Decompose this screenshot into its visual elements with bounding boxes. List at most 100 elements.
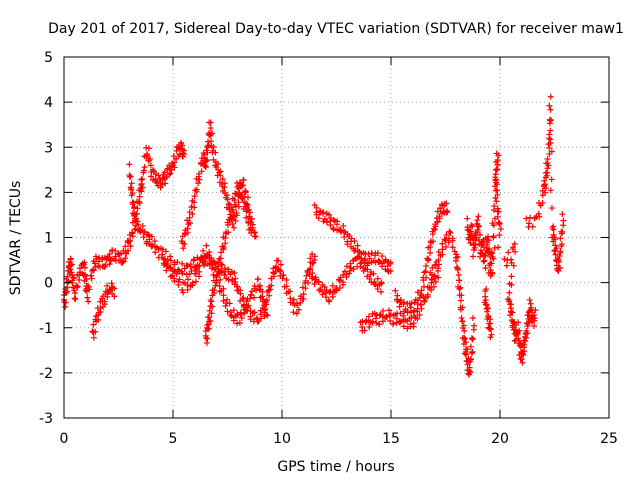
data-point	[544, 156, 551, 163]
data-point	[244, 303, 251, 310]
data-point	[217, 276, 224, 283]
data-point	[210, 143, 217, 150]
data-point	[407, 304, 414, 311]
data-point	[138, 180, 145, 187]
data-point	[400, 299, 407, 306]
data-point	[490, 207, 497, 214]
data-point	[469, 336, 476, 343]
data-point	[74, 284, 81, 291]
data-point	[303, 272, 310, 279]
data-point	[163, 267, 170, 274]
data-point	[494, 208, 501, 215]
data-point	[468, 355, 475, 362]
data-point	[183, 271, 190, 278]
data-point	[209, 130, 216, 137]
data-point	[167, 273, 174, 280]
data-point	[372, 315, 379, 322]
data-point	[230, 317, 237, 324]
data-point	[546, 144, 553, 151]
data-point	[180, 289, 187, 296]
data-point	[520, 352, 527, 359]
data-point	[144, 151, 151, 158]
data-point	[177, 139, 184, 146]
data-point	[243, 214, 250, 221]
data-point	[320, 208, 327, 215]
data-point	[179, 142, 186, 149]
data-point	[316, 287, 323, 294]
data-point	[487, 320, 494, 327]
data-point	[167, 257, 174, 264]
data-point	[180, 147, 187, 154]
data-point	[230, 307, 237, 314]
data-point	[379, 307, 386, 314]
data-point	[280, 272, 287, 279]
data-point	[543, 172, 550, 179]
data-point	[496, 232, 503, 239]
data-point	[365, 251, 372, 258]
data-point	[466, 364, 473, 371]
data-point	[200, 247, 207, 254]
data-point	[336, 277, 343, 284]
data-point	[548, 205, 555, 212]
y-tick-label: -1	[39, 321, 53, 337]
data-point	[464, 224, 471, 231]
data-point	[101, 298, 108, 305]
data-point	[123, 250, 130, 257]
data-point	[307, 255, 314, 262]
data-point	[221, 265, 228, 272]
data-point	[470, 326, 477, 333]
data-point	[211, 290, 218, 297]
data-point	[336, 285, 343, 292]
data-point	[299, 284, 306, 291]
series-d	[159, 242, 271, 327]
data-point	[251, 229, 258, 236]
data-point	[443, 231, 450, 238]
data-point	[447, 229, 454, 236]
data-point	[95, 258, 102, 265]
data-point	[208, 298, 215, 305]
axis-ticks: 0 5 10 15 20 25 -3 -2 -1 0 1 2 3 4 5	[39, 50, 618, 447]
data-point	[482, 288, 489, 295]
data-point	[546, 102, 553, 109]
data-point	[174, 259, 181, 266]
data-point	[231, 270, 238, 277]
data-point	[442, 243, 449, 250]
data-point	[268, 282, 275, 289]
data-point	[79, 270, 86, 277]
data-point	[206, 249, 213, 256]
data-point	[219, 181, 226, 188]
data-point	[159, 251, 166, 258]
data-point	[382, 257, 389, 264]
data-point	[176, 276, 183, 283]
data-point	[226, 300, 233, 307]
data-point	[207, 317, 214, 324]
data-point	[523, 327, 530, 334]
data-point	[474, 226, 481, 233]
data-point	[140, 229, 147, 236]
data-point	[464, 346, 471, 353]
data-point	[247, 316, 254, 323]
data-point	[136, 193, 143, 200]
data-point	[241, 310, 248, 317]
data-point	[326, 298, 333, 305]
data-point	[287, 288, 294, 295]
data-point	[348, 235, 355, 242]
data-point	[147, 155, 154, 162]
data-point	[521, 348, 528, 355]
data-point	[184, 262, 191, 269]
data-point	[138, 188, 145, 195]
y-tick-label: -2	[39, 366, 53, 382]
data-point	[283, 276, 290, 283]
data-point	[261, 307, 268, 314]
data-point	[531, 323, 538, 330]
x-tick-label: 0	[60, 431, 69, 447]
series-l	[464, 150, 504, 341]
data-point	[376, 321, 383, 328]
data-point	[248, 219, 255, 226]
data-point	[127, 243, 134, 250]
data-point	[122, 243, 129, 250]
data-point	[400, 323, 407, 330]
data-point	[392, 287, 399, 294]
data-point	[330, 226, 337, 233]
data-point	[548, 148, 555, 155]
